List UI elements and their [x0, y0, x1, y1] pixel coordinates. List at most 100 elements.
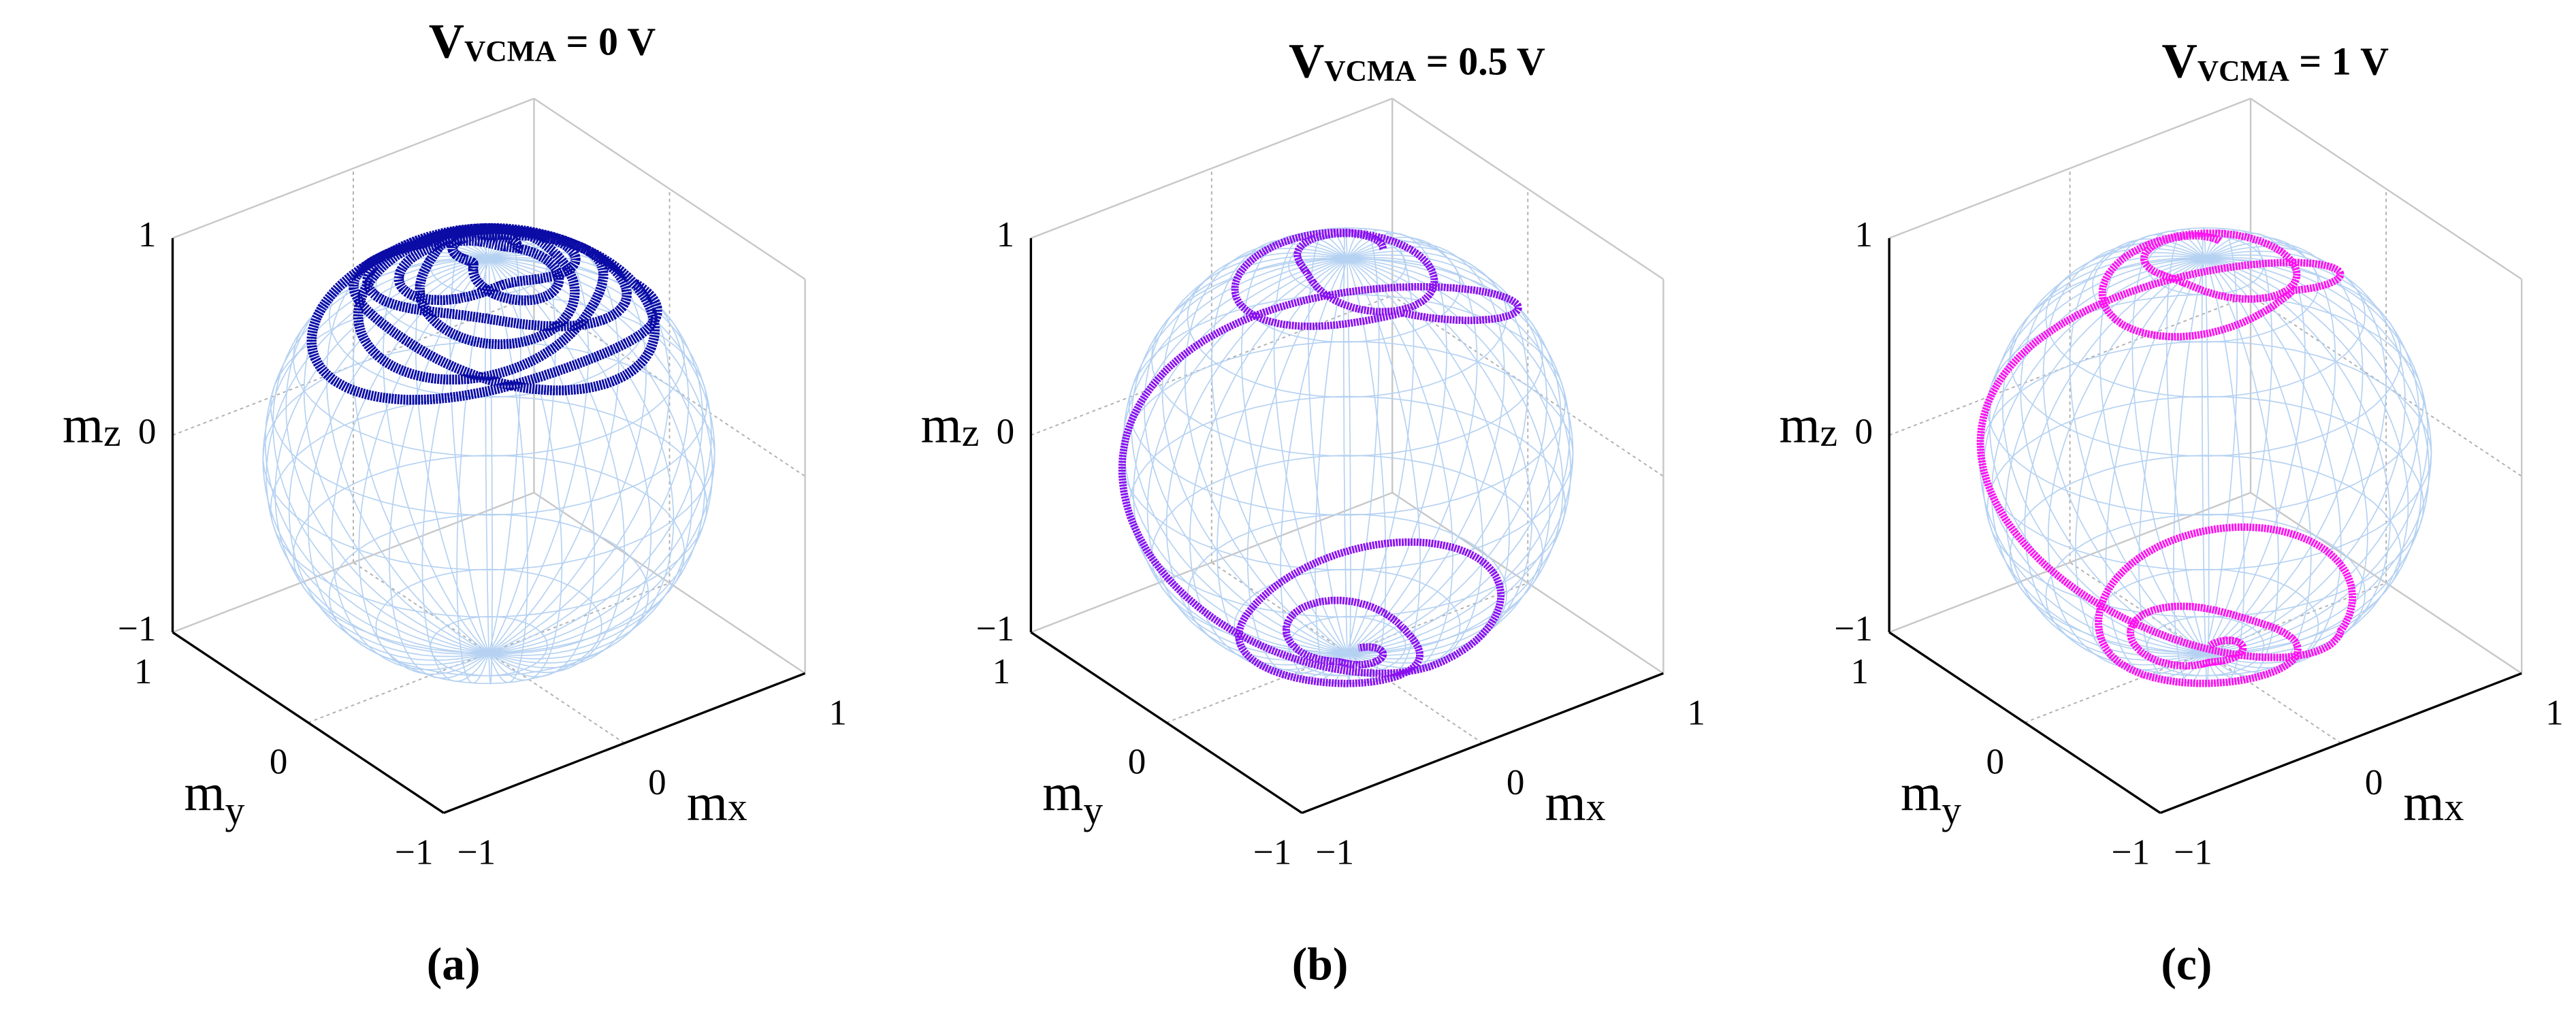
parallel: [1979, 341, 2432, 571]
trajectory: [1118, 229, 1522, 687]
panel-title: VVCMA = 1 V: [2161, 33, 2389, 88]
axis-label-base: m: [2403, 773, 2444, 832]
y-tick-label: −1: [1253, 832, 1291, 872]
y-tick-label: 1: [134, 652, 152, 691]
axis-label-base: m: [687, 773, 728, 832]
parallel: [270, 293, 708, 516]
x-tick-label: 0: [1507, 763, 1525, 802]
meridian: [2173, 258, 2206, 684]
meridian: [1144, 252, 1348, 653]
y-tick-label: −1: [2112, 832, 2150, 872]
y-tick-label: 1: [993, 652, 1011, 691]
box-edge: [1888, 97, 2251, 240]
x-tick-label: 0: [648, 763, 666, 802]
meridian: [2042, 243, 2206, 653]
meridian: [1347, 233, 1447, 653]
z-tick-label: 0: [138, 412, 157, 452]
x-axis: [443, 672, 806, 815]
title-subscript: VCMA: [2197, 55, 2290, 88]
y-axis-label: my: [1042, 763, 1103, 832]
x-tick-label: −1: [2174, 832, 2212, 872]
box-edge: [1888, 491, 2251, 634]
x-axis-label: mx: [1545, 773, 1606, 832]
z-tick-label: 1: [997, 215, 1015, 255]
z-tick-label: −1: [1835, 609, 1873, 649]
parallel: [430, 615, 548, 677]
parallel: [292, 257, 686, 457]
title-subscript: VCMA: [1324, 55, 1417, 88]
axis-label-sub: x: [728, 785, 747, 829]
x-axis-label: mx: [687, 773, 747, 832]
z-axis-label: mz: [1779, 395, 1837, 455]
panel-title: VVCMA = 0.5 V: [1289, 33, 1545, 88]
parallel: [1150, 257, 1544, 457]
title-rest: = 0 V: [566, 20, 656, 64]
axis-label-sub: y: [1083, 788, 1103, 832]
y-axis-label: my: [1901, 763, 1961, 832]
sphere-wireframe: [262, 227, 715, 685]
x-tick-label: 1: [829, 693, 848, 732]
parallel: [1128, 395, 1566, 618]
x-tick-label: −1: [457, 832, 496, 872]
axis-label-base: m: [1901, 763, 1942, 821]
axis-label-sub: x: [1586, 785, 1606, 829]
parallel: [1121, 341, 1574, 571]
grid-line: [1391, 295, 1664, 477]
parallel: [375, 568, 602, 685]
z-tick-label: 0: [997, 412, 1015, 452]
z-axis-label: mz: [63, 395, 121, 455]
y-tick-label: 0: [1986, 743, 2005, 782]
grid-line: [2250, 295, 2522, 477]
axis-label-base: m: [1545, 773, 1586, 832]
y-tick-label: −1: [395, 832, 433, 872]
x-tick-label: 1: [1687, 693, 1705, 732]
y-tick-label: 0: [270, 743, 288, 782]
panel-label: (b): [1292, 939, 1349, 990]
parallel: [2009, 257, 2402, 457]
x-axis: [2159, 672, 2522, 815]
x-axis-label: mx: [2403, 773, 2464, 832]
axis-label-base: m: [921, 395, 962, 454]
x-tick-label: −1: [1316, 832, 1354, 872]
title-base: V: [2161, 33, 2197, 88]
meridian: [2205, 258, 2409, 659]
y-tick-label: 1: [1850, 652, 1869, 691]
panel-label: (a): [427, 939, 481, 990]
meridian: [488, 236, 619, 653]
meridian: [1347, 236, 1478, 653]
meridian: [2002, 252, 2206, 653]
z-axis-label: mz: [921, 395, 980, 455]
parallel: [328, 513, 649, 677]
panel-title: VVCMA = 0 V: [429, 13, 656, 68]
box-edge: [1030, 491, 1393, 634]
box-edge: [1030, 97, 1393, 240]
parallel: [1986, 395, 2424, 618]
x-tick-label: 1: [2545, 693, 2564, 732]
title-base: V: [1289, 33, 1324, 88]
axis-label-sub: x: [2444, 785, 2464, 829]
z-tick-label: 1: [138, 215, 157, 255]
title-rest: = 0.5 V: [1426, 39, 1545, 84]
meridian: [285, 252, 489, 653]
axis-label-sub: z: [1820, 410, 1838, 455]
axis-label-sub: z: [103, 410, 121, 455]
axis-label-sub: y: [225, 788, 245, 832]
axis-label-base: m: [63, 395, 103, 454]
parallel: [2045, 513, 2366, 677]
sphere-wireframe: [1979, 227, 2432, 685]
y-axis: [1030, 631, 1303, 814]
title-subscript: VCMA: [464, 35, 557, 68]
axis-label-base: m: [1779, 395, 1820, 454]
meridian: [2204, 259, 2210, 685]
box-edge: [2250, 97, 2522, 280]
box-edge: [1391, 97, 1664, 280]
y-tick-label: 0: [1128, 743, 1146, 782]
meridian: [2205, 258, 2368, 668]
axis-label-sub: z: [962, 410, 980, 455]
panel-label: (c): [2161, 939, 2212, 990]
box-edge: [533, 97, 806, 280]
box-edge: [172, 491, 534, 634]
